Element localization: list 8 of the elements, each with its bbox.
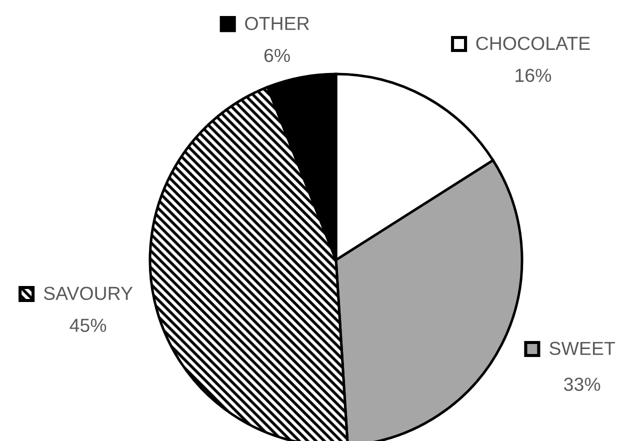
data-label: 45% [70,318,106,332]
data-label: 33% [564,378,600,391]
data-label: 16% [516,68,552,82]
legend-label: SWEET [550,342,615,356]
data-label: 6% [264,48,290,62]
legend-label: CHOCOLATE [476,36,590,50]
legend-label: OTHER [245,16,309,30]
legend-label: SAVOURY [44,286,133,300]
